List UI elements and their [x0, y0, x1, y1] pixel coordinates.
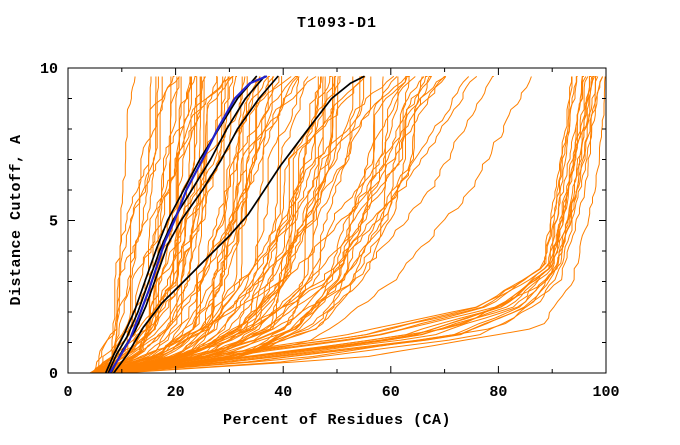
curve-orange-main-fan [108, 76, 339, 373]
curve-model-black-4 [112, 75, 365, 373]
curve-orange-mid-sparse [110, 76, 477, 373]
curve-orange-right-bundle [95, 76, 577, 373]
curve-orange-main-fan [93, 76, 178, 373]
curve-orange-main-fan [102, 76, 269, 373]
curve-orange-main-fan [104, 76, 275, 373]
curve-orange-main-fan [92, 76, 136, 373]
curve-orange-far-right [103, 76, 591, 373]
curve-orange-main-fan [91, 76, 163, 373]
x-axis-label: Percent of Residues (CA) [223, 412, 451, 429]
curve-orange-mid-sparse [112, 76, 494, 373]
curve-orange-main-fan [103, 76, 298, 373]
curve-orange-main-fan [107, 76, 324, 373]
curve-orange-main-fan [95, 76, 191, 373]
y-tick-label: 5 [49, 214, 58, 231]
curve-orange-main-fan [102, 76, 233, 373]
curve-orange-main-fan [120, 76, 446, 373]
x-tick-label: 40 [274, 384, 292, 401]
curve-orange-main-fan [96, 76, 224, 373]
curve-orange-main-fan [114, 76, 410, 373]
x-tick-label: 60 [382, 384, 400, 401]
axes-layer: 0 20 40 60 80 100 0 5 10 [40, 61, 620, 401]
curve-orange-main-fan [106, 76, 283, 373]
curve-orange-right-bundle [109, 76, 595, 373]
curve-model-black-2 [107, 75, 266, 373]
curve-orange-right-bundle [110, 76, 604, 373]
curve-orange-main-fan [116, 76, 432, 373]
curve-orange-main-fan [103, 76, 274, 373]
curve-orange-main-fan [96, 76, 203, 373]
curve-orange-mid-sparse [121, 76, 532, 373]
curve-orange-far-right [111, 76, 597, 373]
curve-orange-right-bundle [98, 76, 572, 373]
x-tick-label: 100 [592, 384, 619, 401]
curve-orange-main-fan [96, 76, 218, 373]
chart-title: T1093-D1 [297, 15, 377, 32]
curve-orange-main-fan [108, 76, 336, 373]
curve-orange-main-fan [107, 76, 317, 373]
curve-orange-main-fan [114, 76, 384, 373]
curve-orange-main-fan [111, 76, 365, 373]
curve-orange-main-fan [94, 76, 175, 373]
curve-orange-main-fan [103, 76, 229, 373]
curve-orange-right-bundle [116, 76, 604, 373]
curve-orange-main-fan [96, 76, 234, 373]
curve-orange-main-fan [104, 76, 292, 373]
curve-orange-mid-sparse [105, 76, 470, 373]
curve-orange-main-fan [101, 76, 248, 373]
curve-orange-main-fan [102, 76, 300, 373]
curve-orange-main-fan [89, 76, 152, 373]
y-tick-label: 10 [40, 61, 58, 78]
curves-layer [89, 75, 606, 373]
curve-model-blue [108, 75, 268, 373]
curve-orange-main-fan [113, 76, 428, 373]
curve-orange-main-fan [114, 76, 372, 373]
curve-orange-main-fan [96, 76, 230, 373]
curve-model-black-1 [104, 75, 258, 373]
curve-orange-main-fan [96, 76, 197, 373]
y-tick-label: 0 [49, 366, 58, 383]
curve-orange-main-fan [106, 76, 309, 373]
curve-orange-main-fan [106, 76, 332, 373]
curve-orange-right-bundle [96, 76, 573, 373]
curve-orange-mid-sparse [98, 76, 445, 373]
curve-orange-main-fan [113, 76, 354, 373]
y-axis-label: Distance Cutoff, A [8, 134, 25, 305]
curve-orange-main-fan [101, 76, 261, 373]
x-tick-label: 80 [489, 384, 507, 401]
curve-orange-main-fan [111, 76, 363, 373]
curve-orange-far-right [121, 76, 606, 373]
curve-orange-main-fan [105, 76, 337, 373]
curve-orange-main-fan [116, 76, 423, 373]
x-tick-label: 20 [167, 384, 185, 401]
curve-orange-main-fan [111, 76, 408, 373]
curve-orange-main-fan [117, 76, 425, 373]
curve-orange-main-fan [113, 76, 432, 373]
curve-orange-right-bundle [107, 76, 587, 373]
curve-orange-right-bundle [108, 76, 595, 373]
curve-orange-main-fan [100, 76, 201, 373]
x-tick-label: 0 [63, 384, 72, 401]
